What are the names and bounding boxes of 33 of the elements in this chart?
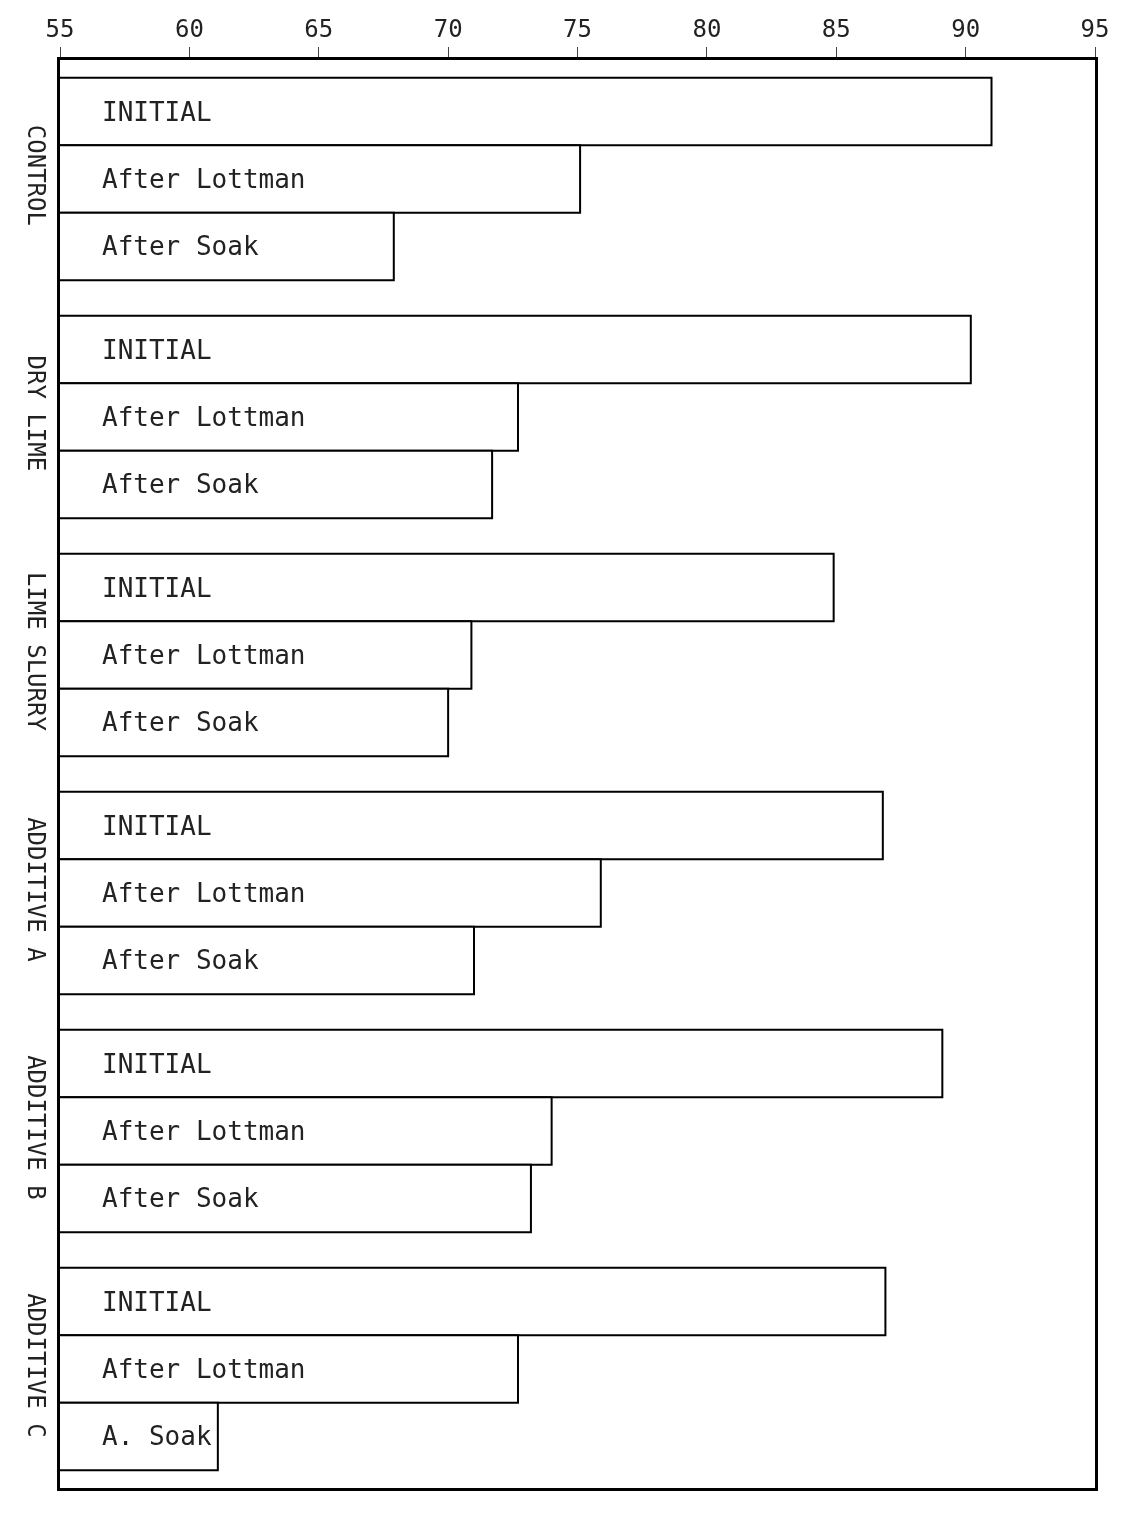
x-tick-label: 95 [1080,15,1110,44]
data-label: After Soak [102,231,259,261]
data-label: After Lottman [102,640,306,670]
data-label: INITIAL [102,1287,212,1317]
y-tick-label: ADDITIVE B [22,1055,51,1200]
data-label: After Soak [102,1183,259,1213]
x-tick-label: 85 [821,15,851,44]
data-label: After Soak [102,707,259,737]
x-tick-label: 70 [433,15,463,44]
data-label: INITIAL [102,811,212,841]
data-label: INITIAL [102,573,212,603]
data-label: After Soak [102,469,259,499]
data-label: After Lottman [102,402,306,432]
x-tick-label: 75 [563,15,592,44]
x-tick-label: 90 [951,15,981,44]
x-tick-label: 60 [174,15,204,44]
x-tick-label: 65 [304,15,334,44]
y-tick-label: ADDITIVE C [22,1293,51,1438]
data-label: A. Soak [102,1421,212,1451]
data-label: INITIAL [102,335,212,365]
y-tick-label: CONTROL [22,124,51,226]
data-label: After Lottman [102,1354,306,1384]
y-tick-label: ADDITIVE A [22,817,51,963]
x-tick-label: 55 [45,15,75,44]
y-tick-label: LIME SLURRY [22,571,51,732]
data-label: After Lottman [102,1116,306,1146]
data-label: After Lottman [102,878,306,908]
data-label: INITIAL [102,97,212,127]
data-label: After Lottman [102,164,306,194]
data-label: After Soak [102,945,259,975]
data-label: INITIAL [102,1049,212,1079]
y-tick-label: DRY LIME [22,355,51,472]
x-tick-label: 80 [692,15,722,44]
